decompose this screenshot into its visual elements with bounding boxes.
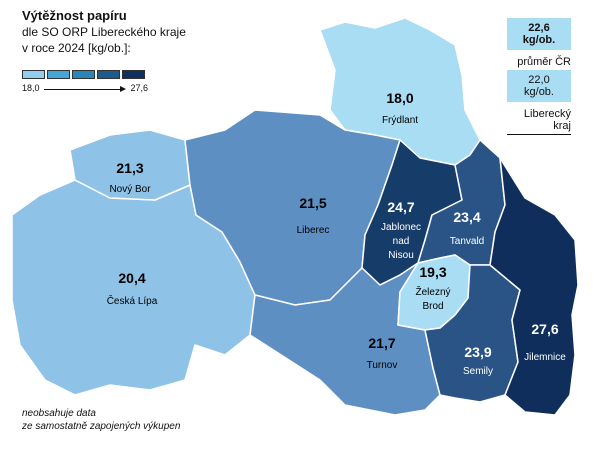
footnote-line-1: neobsahuje data xyxy=(22,408,96,419)
name-jilemnice: Jilemnice xyxy=(524,352,566,363)
region-jilemnice[interactable] xyxy=(489,157,579,416)
reference-cr: 22,6 kg/ob. průměr ČR xyxy=(507,18,571,71)
name-ceska-lipa: Česká Lípa xyxy=(107,294,158,307)
legend-max: 27,6 xyxy=(130,83,148,93)
name-frydlant: Frýdlant xyxy=(382,115,418,126)
title-line-3: v roce 2024 [kg/ob.]: xyxy=(22,41,131,55)
name-tanvald: Tanvald xyxy=(450,236,484,247)
legend-swatches xyxy=(22,70,148,79)
value-jilemnice: 27,6 xyxy=(531,321,558,337)
region-labels: 18,0 Frýdlant 21,3 Nový Bor 20,4 Česká L… xyxy=(107,90,567,377)
value-tanvald: 23,4 xyxy=(453,209,480,225)
value-novy-bor: 21,3 xyxy=(116,160,143,176)
value-jablonec: 24,7 xyxy=(387,199,414,215)
value-turnov: 21,7 xyxy=(368,335,395,351)
footnote-line-2: ze samostatně zapojených výkupen xyxy=(22,421,181,432)
name-liberec: Liberec xyxy=(297,225,330,236)
title-main: Výtěžnost papíru xyxy=(22,8,127,23)
name-zelezny-brod: Železný Brod xyxy=(415,285,450,312)
title-line-2: dle SO ORP Libereckého kraje xyxy=(22,25,186,39)
legend-min: 18,0 xyxy=(22,83,40,93)
reference-kraj-label: Liberecký kraj xyxy=(507,108,571,135)
reference-kraj: 22,0 kg/ob. Liberecký kraj xyxy=(507,70,571,135)
value-zelezny-brod: 19,3 xyxy=(419,264,446,280)
name-turnov: Turnov xyxy=(367,360,398,371)
legend-swatch-1 xyxy=(22,70,45,79)
footnote: neobsahuje data ze samostatně zapojených… xyxy=(22,407,180,433)
reference-cr-value: 22,6 kg/ob. xyxy=(507,18,571,50)
map-title: Výtěžnost papíru dle SO ORP Libereckého … xyxy=(22,8,186,56)
legend-swatch-3 xyxy=(72,70,95,79)
value-liberec: 21,5 xyxy=(299,195,326,211)
value-semily: 23,9 xyxy=(464,344,491,360)
value-frydlant: 18,0 xyxy=(386,90,413,106)
legend-scale: 18,0 27,6 xyxy=(22,83,148,97)
color-legend: 18,0 27,6 xyxy=(22,70,148,97)
legend-arrow-icon xyxy=(44,86,126,92)
legend-swatch-5 xyxy=(122,70,145,79)
name-jablonec: Jablonec nad Nisou xyxy=(381,222,421,261)
name-novy-bor: Nový Bor xyxy=(109,184,151,195)
reference-kraj-value: 22,0 kg/ob. xyxy=(507,70,571,102)
legend-swatch-4 xyxy=(97,70,120,79)
value-ceska-lipa: 20,4 xyxy=(118,270,145,286)
legend-swatch-2 xyxy=(47,70,70,79)
name-semily: Semily xyxy=(463,366,493,377)
